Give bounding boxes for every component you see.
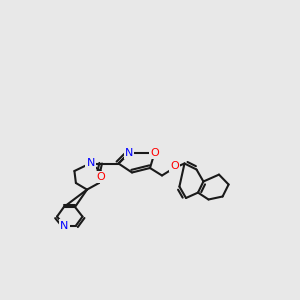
Text: O: O — [150, 148, 159, 158]
Text: N: N — [86, 158, 95, 168]
Text: N: N — [60, 220, 69, 231]
Text: O: O — [170, 161, 179, 171]
Text: O: O — [96, 172, 105, 182]
Text: N: N — [125, 148, 133, 158]
